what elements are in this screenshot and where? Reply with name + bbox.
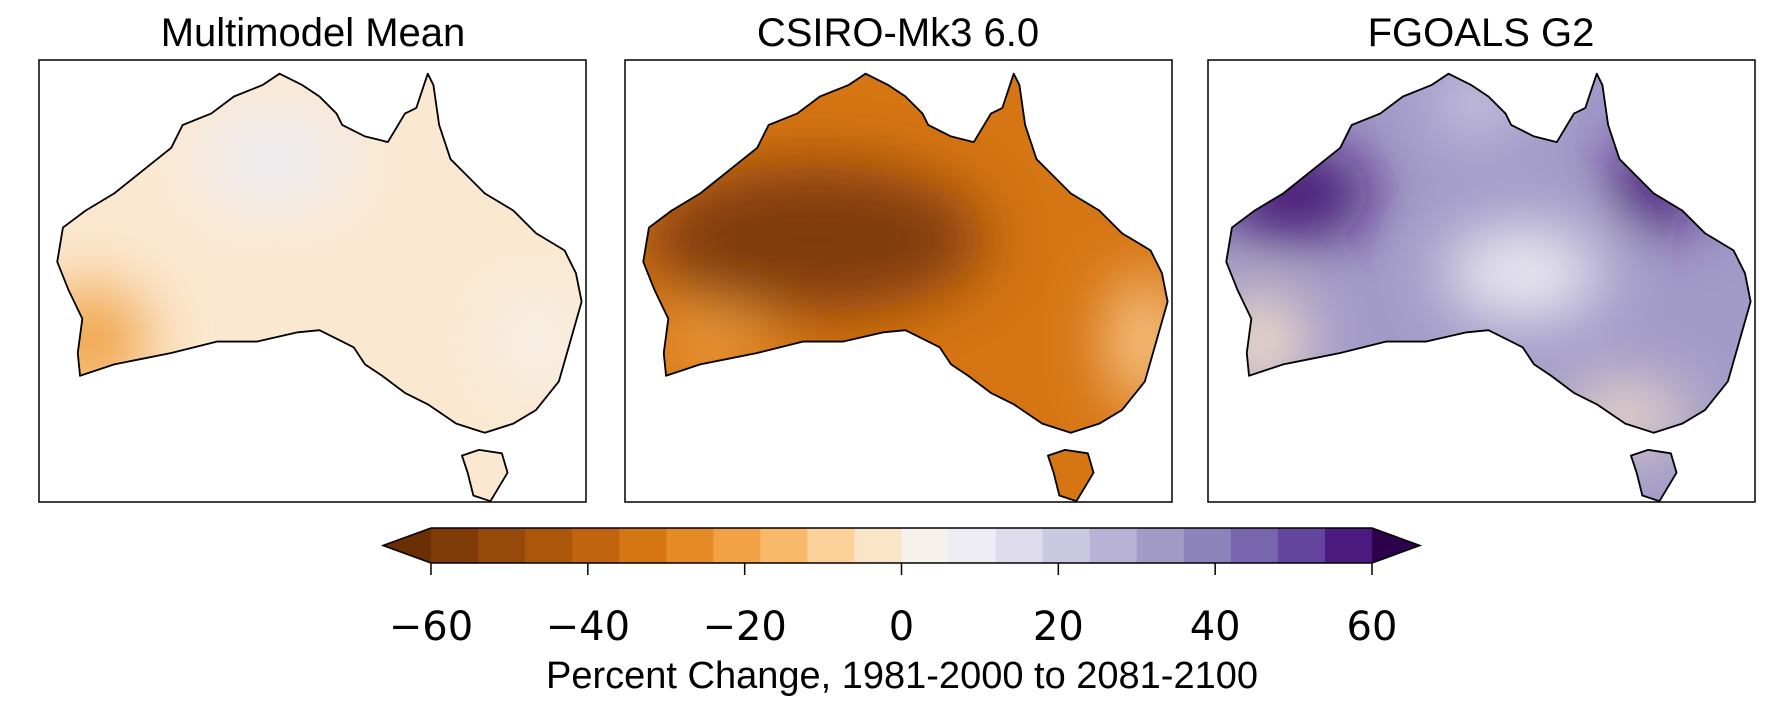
colorbar-segment [995, 528, 1044, 563]
colorbar: Percent Change, 1981-2000 to 2081-2100 −… [380, 527, 1423, 697]
colorbar-segment [478, 528, 526, 563]
colorbar-segment [854, 528, 902, 563]
colorbar-segment [1183, 528, 1232, 563]
map [642, 72, 1169, 503]
colorbar-segment [572, 528, 620, 563]
tick-label: 20 [1033, 604, 1084, 650]
colorbar-segment [619, 528, 667, 563]
colorbar-label: Percent Change, 1981-2000 to 2081-2100 [546, 655, 1258, 697]
map [1225, 72, 1752, 503]
colorbar-segment [948, 528, 997, 563]
tick-label: −20 [702, 604, 786, 650]
colorbar-segment [525, 528, 573, 563]
panel-title: FGOALS G2 [1368, 11, 1595, 55]
colorbar-segment [1277, 528, 1326, 563]
colorbar-segment [1089, 528, 1138, 563]
map [56, 72, 583, 503]
colorbar-segment [431, 528, 479, 563]
colorbar-extend-min [383, 528, 431, 563]
colorbar-segment [713, 528, 761, 563]
colorbar-segment [1042, 528, 1091, 563]
panel-title: CSIRO-Mk3 6.0 [757, 11, 1039, 55]
colorbar-segment [807, 528, 855, 563]
colorbar-segment [901, 528, 950, 563]
colorbar-segment [760, 528, 808, 563]
map-panel: Multimodel Mean [38, 11, 587, 503]
tick-label: −60 [389, 604, 473, 650]
colorbar-segment [1324, 528, 1373, 563]
tick-label: 0 [889, 604, 914, 650]
colorbar-segment [1136, 528, 1185, 563]
tick-label: 40 [1190, 604, 1241, 650]
map-panel: FGOALS G2 [1207, 11, 1756, 503]
colorbar-segment [1230, 528, 1279, 563]
colorbar-extend-max [1372, 528, 1420, 563]
panel-title: Multimodel Mean [161, 11, 466, 55]
tick-label: 60 [1347, 604, 1398, 650]
tick-label: −40 [546, 604, 630, 650]
map-panel: CSIRO-Mk3 6.0 [624, 11, 1173, 503]
colorbar-segment [666, 528, 714, 563]
